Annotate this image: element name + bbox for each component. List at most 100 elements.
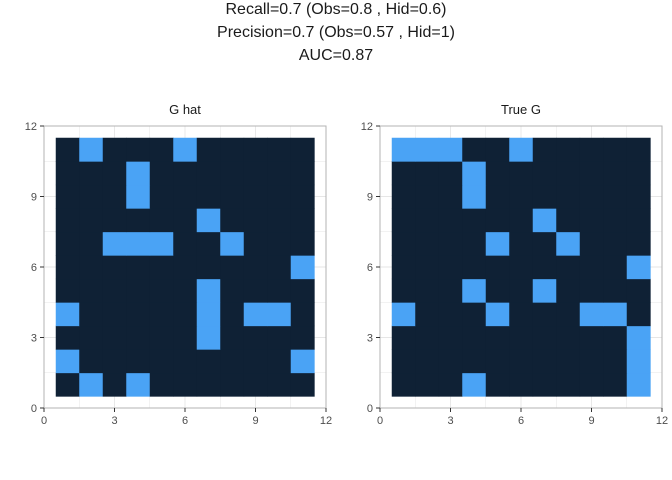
heatmap-cell-empty bbox=[55, 161, 80, 186]
heatmap-cell-empty bbox=[415, 302, 440, 327]
heatmap-cell-empty bbox=[79, 208, 104, 233]
heatmap-cell-edge bbox=[290, 255, 315, 280]
x-tick-label: 0 bbox=[377, 415, 383, 427]
heatmap-cell-empty bbox=[173, 184, 198, 209]
heatmap-cell-edge bbox=[438, 137, 463, 162]
heatmap-cell-empty bbox=[579, 161, 604, 186]
heatmap-cell-empty bbox=[55, 208, 80, 233]
heatmap-cell-empty bbox=[220, 255, 245, 280]
heatmap-cell-empty bbox=[485, 137, 510, 162]
heatmap-cell-empty bbox=[102, 325, 127, 350]
heatmap-cell-empty bbox=[220, 372, 245, 397]
heatmap-cell-empty bbox=[462, 137, 487, 162]
heatmap-cell-empty bbox=[220, 184, 245, 209]
heatmap-cell-empty bbox=[438, 349, 463, 374]
heatmap-cell-empty bbox=[603, 161, 628, 186]
heatmap-cell-empty bbox=[290, 325, 315, 350]
heatmap-cell-edge bbox=[79, 137, 104, 162]
heatmap-cell-empty bbox=[79, 231, 104, 256]
heatmap-cell-empty bbox=[126, 278, 151, 303]
heatmap-cell-empty bbox=[438, 255, 463, 280]
heatmap-cell-empty bbox=[102, 161, 127, 186]
heatmap-cell-empty bbox=[149, 184, 174, 209]
heatmap-cell-empty bbox=[173, 349, 198, 374]
heatmap-cell-edge bbox=[579, 302, 604, 327]
heatmap-cell-edge bbox=[462, 372, 487, 397]
heatmap-cell-empty bbox=[438, 278, 463, 303]
heatmap-cell-empty bbox=[532, 325, 557, 350]
heatmap-cell-edge bbox=[196, 302, 221, 327]
heatmap-cell-empty bbox=[173, 255, 198, 280]
heatmap-cell-empty bbox=[485, 349, 510, 374]
heatmap-cell-empty bbox=[485, 161, 510, 186]
heatmap-cell-empty bbox=[391, 372, 416, 397]
heatmap-cell-edge bbox=[196, 278, 221, 303]
heatmap-cell-edge bbox=[509, 137, 534, 162]
heatmap-cell-empty bbox=[173, 372, 198, 397]
heatmap-cell-empty bbox=[243, 184, 268, 209]
heatmap-cell-empty bbox=[290, 137, 315, 162]
heatmap-cell-empty bbox=[485, 255, 510, 280]
heatmap-cell-empty bbox=[415, 208, 440, 233]
heatmap-cell-empty bbox=[220, 278, 245, 303]
heatmap-cell-empty bbox=[149, 208, 174, 233]
heatmap-cell-empty bbox=[196, 255, 221, 280]
heatmap-cell-empty bbox=[556, 325, 581, 350]
heatmap-cell-empty bbox=[532, 231, 557, 256]
heatmap-cell-empty bbox=[126, 208, 151, 233]
heatmap-cell-empty bbox=[603, 325, 628, 350]
heatmap-cell-empty bbox=[509, 255, 534, 280]
heatmap-cell-empty bbox=[532, 302, 557, 327]
heatmap-cell-edge bbox=[126, 372, 151, 397]
heatmap-cell-edge bbox=[55, 302, 80, 327]
y-tick-label: 12 bbox=[25, 121, 37, 133]
heatmap-cell-empty bbox=[603, 255, 628, 280]
y-tick-label: 6 bbox=[31, 262, 37, 274]
heatmap-cell-empty bbox=[556, 184, 581, 209]
heatmap-cell-empty bbox=[509, 325, 534, 350]
heatmap-cell-edge bbox=[462, 278, 487, 303]
heatmap-cell-edge bbox=[126, 184, 151, 209]
heatmap-cell-empty bbox=[509, 208, 534, 233]
heatmap-cell-empty bbox=[391, 278, 416, 303]
heatmap-cell-empty bbox=[438, 231, 463, 256]
heatmap-cell-empty bbox=[243, 278, 268, 303]
heatmap-cell-empty bbox=[149, 349, 174, 374]
heatmap-cell-empty bbox=[438, 161, 463, 186]
heatmap-cell-edge bbox=[532, 278, 557, 303]
heatmap-cell-empty bbox=[509, 302, 534, 327]
heatmap-cell-empty bbox=[220, 325, 245, 350]
heatmap-cell-empty bbox=[267, 349, 292, 374]
heatmap-cell-edge bbox=[556, 231, 581, 256]
y-tick-label: 0 bbox=[31, 403, 37, 415]
heatmap-cell-edge bbox=[626, 372, 651, 397]
y-tick-label: 9 bbox=[367, 192, 373, 204]
heatmap-cell-edge bbox=[626, 349, 651, 374]
heatmap-cell-empty bbox=[79, 161, 104, 186]
heatmap-cell-empty bbox=[196, 372, 221, 397]
heatmap-cell-empty bbox=[415, 349, 440, 374]
heatmap-cell-empty bbox=[243, 231, 268, 256]
heatmap-cell-empty bbox=[173, 231, 198, 256]
heatmap-cell-empty bbox=[79, 255, 104, 280]
heatmap-cell-edge bbox=[391, 137, 416, 162]
heatmap-cell-empty bbox=[126, 325, 151, 350]
heatmap-cell-empty bbox=[462, 325, 487, 350]
heatmap-cell-empty bbox=[102, 208, 127, 233]
heatmap-cell-empty bbox=[438, 184, 463, 209]
heatmap-cell-empty bbox=[290, 302, 315, 327]
heatmap-cell-empty bbox=[509, 349, 534, 374]
heatmap-cell-empty bbox=[79, 184, 104, 209]
heatmap-cell-empty bbox=[290, 372, 315, 397]
heatmap-cell-empty bbox=[626, 278, 651, 303]
heatmap-cell-empty bbox=[579, 255, 604, 280]
heatmap-cell-edge bbox=[532, 208, 557, 233]
heatmap-cell-empty bbox=[603, 278, 628, 303]
heatmap-cell-empty bbox=[579, 349, 604, 374]
heatmap-cell-empty bbox=[79, 325, 104, 350]
heatmap-panel-2: True G 0 3 6 9 12 0 3 6 9 12 bbox=[361, 102, 668, 427]
heatmap-cell-empty bbox=[415, 325, 440, 350]
heatmap-cell-empty bbox=[173, 161, 198, 186]
heatmap-cell-empty bbox=[267, 278, 292, 303]
heatmap-cell-empty bbox=[126, 137, 151, 162]
